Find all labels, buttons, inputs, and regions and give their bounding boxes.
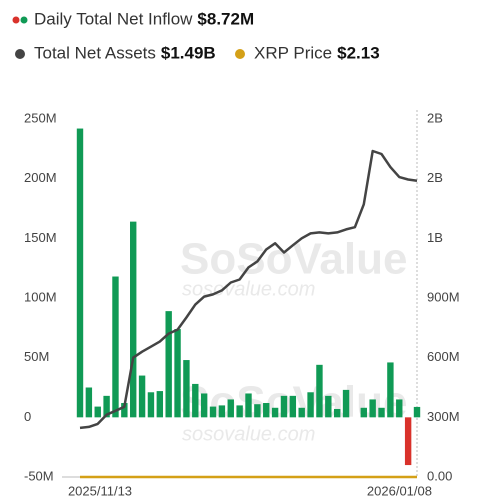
y-tick-label: -50M [24, 468, 54, 483]
bar [147, 392, 155, 418]
bar [307, 392, 314, 418]
y2-tick-label: 1B [427, 230, 443, 245]
bar [85, 387, 93, 418]
line [79, 149, 418, 430]
x-tick-label: 2025/11/13 [68, 483, 132, 498]
bar [254, 404, 261, 418]
bar [369, 399, 376, 418]
bar [192, 383, 199, 418]
bar [360, 407, 367, 418]
y2-tick-label: 600M [427, 349, 460, 364]
bar [404, 417, 412, 466]
bar [94, 406, 101, 418]
bar [138, 375, 146, 418]
bar [396, 399, 403, 418]
legend-icon [15, 49, 25, 59]
bar [236, 405, 243, 418]
y-tick-label: 100M [24, 289, 57, 304]
bar [245, 393, 252, 418]
y-tick-label: 0 [24, 409, 31, 424]
bar [271, 407, 279, 418]
legend-icon [12, 16, 20, 24]
x-tick-label: 2026/01/08 [367, 483, 432, 498]
watermark-url: sosovalue.com [182, 278, 315, 300]
bar [342, 389, 350, 418]
bar [316, 364, 323, 418]
bar [263, 403, 270, 418]
bar [112, 276, 119, 418]
bar [174, 329, 181, 418]
legend-label: Total Net Assets [34, 43, 156, 62]
bar [289, 395, 297, 418]
watermark: SoSoValue [180, 235, 407, 284]
bar [387, 362, 394, 418]
watermark-url: sosovalue.com [182, 423, 315, 445]
y-tick-label: 50M [24, 349, 49, 364]
bar [333, 408, 341, 418]
bar [325, 395, 332, 418]
bar [183, 360, 190, 418]
y-tick-label: 250M [24, 110, 57, 125]
y2-tick-label: 2B [427, 170, 443, 185]
bar [280, 395, 288, 418]
y2-tick-label: 300M [427, 409, 460, 424]
legend-value: $8.72M [197, 9, 254, 28]
bar [103, 395, 110, 418]
legend-label: XRP Price [254, 43, 332, 62]
bar [76, 128, 84, 418]
bar [298, 407, 305, 418]
y2-tick-label: 0.00 [427, 468, 452, 483]
bar [165, 311, 172, 418]
legend-icon [20, 16, 28, 24]
bar [209, 406, 217, 418]
legend-value: $1.49B [161, 43, 216, 62]
bar [378, 407, 385, 418]
y2-tick-label: 2B [427, 110, 443, 125]
bar [218, 405, 226, 418]
bar [227, 399, 234, 418]
y-tick-label: 200M [24, 170, 57, 185]
legend-value: $2.13 [337, 43, 380, 62]
bar [156, 391, 164, 418]
bar [130, 221, 137, 418]
legend-icon [235, 49, 245, 59]
bar [413, 406, 421, 418]
bar [200, 393, 208, 418]
y2-tick-label: 900M [427, 289, 460, 304]
y-tick-label: 150M [24, 230, 57, 245]
legend-label: Daily Total Net Inflow [34, 9, 193, 28]
bar [121, 403, 128, 418]
